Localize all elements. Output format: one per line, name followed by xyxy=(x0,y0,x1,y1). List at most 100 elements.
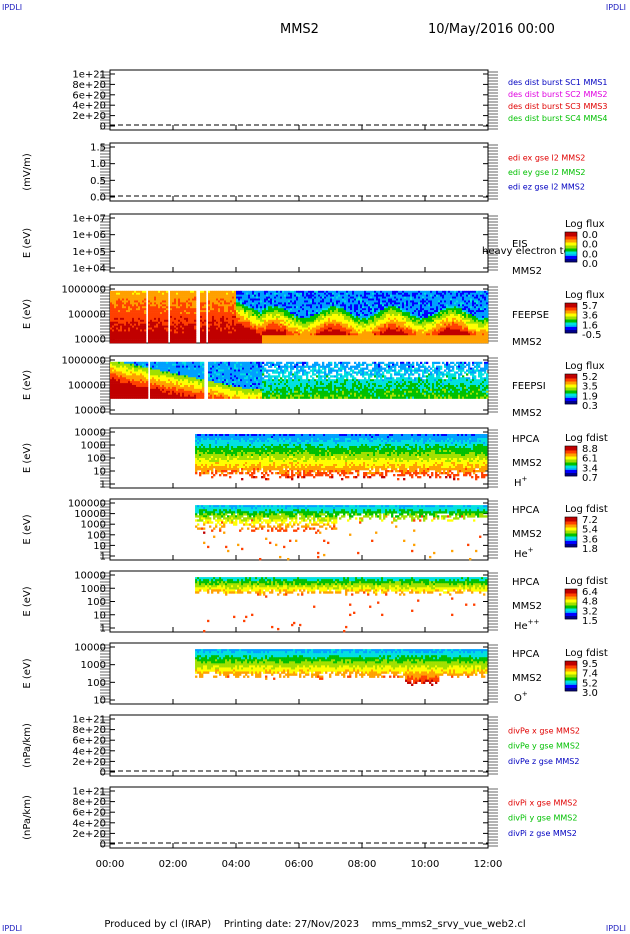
spectrogram-cell xyxy=(344,341,347,344)
spectrogram-cell xyxy=(232,327,235,330)
spectrogram-cell xyxy=(326,310,329,313)
spectrogram-cell xyxy=(284,310,287,313)
spectrogram-cell xyxy=(288,325,291,328)
spectrogram-cell xyxy=(408,298,411,301)
spectrogram-cell xyxy=(358,321,361,324)
spectrogram-cell xyxy=(232,304,235,307)
spectrogram-cell xyxy=(448,304,451,307)
spectrogram-cell xyxy=(440,325,443,328)
spectrogram-cell xyxy=(430,302,433,305)
spectrogram-cell xyxy=(454,290,457,294)
spectrogram-cell xyxy=(156,294,159,297)
spectrogram-cell xyxy=(278,331,281,334)
spectrogram-cell xyxy=(348,337,351,340)
spectrogram-cell xyxy=(326,317,329,321)
spectrogram-cell xyxy=(342,294,345,297)
spectrogram-cell xyxy=(190,310,193,313)
spectrogram-cell xyxy=(334,329,337,332)
spectrogram-cell xyxy=(170,341,173,344)
spectrogram-cell xyxy=(342,304,345,307)
spectrogram-cell xyxy=(368,304,371,307)
spectrogram-cell xyxy=(412,329,415,332)
spectrogram-cell xyxy=(164,298,167,301)
spectrogram-cell xyxy=(276,329,279,332)
spectrogram-cell xyxy=(320,306,323,309)
spectrogram-cell xyxy=(210,294,213,297)
spectrogram-cell xyxy=(270,341,273,344)
spectrogram-cell xyxy=(194,335,197,338)
spectrogram-cell xyxy=(216,308,219,311)
spectrogram-cell xyxy=(144,317,147,321)
spectrogram-cell xyxy=(116,308,119,311)
spectrogram-cell xyxy=(410,310,413,313)
spectrogram-cell xyxy=(262,341,265,344)
spectrogram-cell xyxy=(226,294,229,297)
spectrogram-cell xyxy=(338,310,341,313)
spectrogram-cell xyxy=(126,317,129,321)
spectrogram-cell xyxy=(276,315,279,319)
spectrogram-cell xyxy=(176,315,179,319)
spectrogram-cell xyxy=(210,333,213,336)
spectrogram-cell xyxy=(412,292,415,295)
spectrogram-cell xyxy=(114,315,117,319)
spectrogram-cell xyxy=(318,337,321,340)
panel-frame xyxy=(109,142,489,202)
spectrogram-cell xyxy=(388,337,391,340)
spectrogram-cell xyxy=(454,304,457,307)
spectrogram-cell xyxy=(160,306,163,309)
spectrogram-cell xyxy=(138,321,141,324)
spectrogram-cell xyxy=(246,327,249,330)
spectrogram-cell xyxy=(340,306,343,309)
spectrogram-cell xyxy=(350,294,353,297)
spectrogram-cell xyxy=(254,321,257,324)
spectrogram-cell xyxy=(156,292,159,295)
spectrogram-cell xyxy=(462,317,465,321)
spectrogram-cell xyxy=(384,339,387,342)
spectrogram-cell xyxy=(262,317,265,321)
spectrogram-cell xyxy=(438,308,441,311)
spectrogram-cell xyxy=(460,325,463,328)
spectrogram-cell xyxy=(446,337,449,340)
spectrogram-cell xyxy=(132,294,135,297)
spectrogram-cell xyxy=(182,329,185,332)
spectrogram-cell xyxy=(436,323,439,326)
spectrogram-cell xyxy=(136,302,139,305)
spectrogram-cell xyxy=(318,290,321,294)
spectrogram-cell xyxy=(202,300,205,303)
spectrogram-cell xyxy=(284,331,287,334)
spectrogram-cell xyxy=(406,315,409,319)
spectrogram-cell xyxy=(366,314,369,317)
spectrogram-cell xyxy=(114,319,117,323)
spectrogram-cell xyxy=(242,335,245,338)
spectrogram-cell xyxy=(124,312,127,315)
spectrogram-cell xyxy=(460,310,463,313)
spectrogram-cell xyxy=(346,308,349,311)
spectrogram-cell xyxy=(118,308,121,311)
spectrogram-cell xyxy=(202,312,205,315)
spectrogram-cell xyxy=(144,294,147,297)
spectrogram-cell xyxy=(412,306,415,309)
spectrogram-cell xyxy=(390,296,393,299)
spectrogram-cell xyxy=(434,321,437,324)
spectrogram-cell xyxy=(216,327,219,330)
spectrogram-cell xyxy=(242,319,245,323)
spectrogram-cell xyxy=(232,296,235,299)
spectrogram-cell xyxy=(116,341,119,344)
spectrogram-cell xyxy=(292,331,295,334)
spectrogram-cell xyxy=(266,329,269,332)
spectrogram-cell xyxy=(144,312,147,315)
spectrogram-cell xyxy=(112,339,115,342)
spectrogram-cell xyxy=(152,314,155,317)
spectrogram-cell xyxy=(170,321,173,324)
spectrogram-cell xyxy=(322,300,325,303)
spectrogram-cell xyxy=(372,327,375,330)
spectrogram-cell xyxy=(324,325,327,328)
spectrogram-cell xyxy=(242,294,245,297)
spectrogram-cell xyxy=(242,296,245,299)
spectrogram-cell xyxy=(164,325,167,328)
spectrogram-cell xyxy=(394,300,397,303)
spectrogram-cell xyxy=(340,315,343,319)
spectrogram-cell xyxy=(180,323,183,326)
spectrogram-cell xyxy=(180,300,183,303)
spectrogram-cell xyxy=(362,317,365,321)
